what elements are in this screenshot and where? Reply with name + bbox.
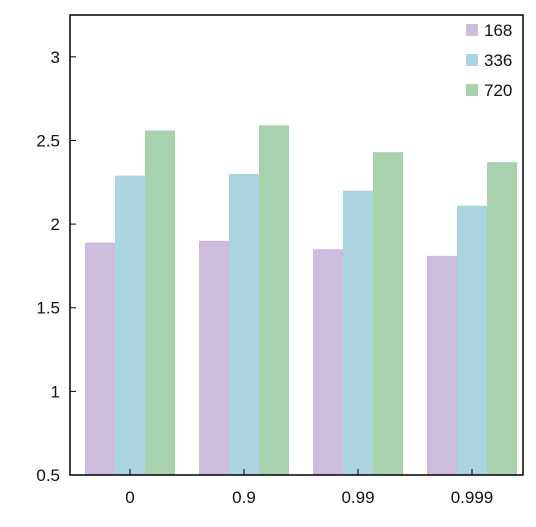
bar-168-0 xyxy=(85,242,115,475)
x-axis: 0 0.9 0.99 0.999 xyxy=(125,469,493,507)
legend-swatch-720 xyxy=(466,84,478,96)
legend-label-168: 168 xyxy=(484,21,512,40)
y-tick-label: 0.5 xyxy=(36,466,60,485)
bar-720-0.99 xyxy=(373,152,403,475)
plot-frame xyxy=(69,14,524,476)
y-tick-label: 1 xyxy=(51,382,60,401)
legend: 168 336 720 xyxy=(466,21,512,100)
bar-720-0 xyxy=(145,130,175,475)
bar-168-0.999 xyxy=(427,255,457,475)
bar-336-0 xyxy=(115,175,145,475)
legend-swatch-336 xyxy=(466,54,478,66)
y-tick-label: 2 xyxy=(51,215,60,234)
y-tick-label: 2.5 xyxy=(36,131,60,150)
bar-336-0.9 xyxy=(229,173,259,475)
legend-label-720: 720 xyxy=(484,81,512,100)
bar-336-0.999 xyxy=(457,205,487,475)
bars-layer xyxy=(85,125,517,476)
x-tick-label: 0.99 xyxy=(341,488,374,507)
x-tick-label: 0 xyxy=(125,488,134,507)
bar-720-0.999 xyxy=(487,162,517,475)
y-tick-label: 1.5 xyxy=(36,299,60,318)
bar-168-0.9 xyxy=(199,240,229,475)
bar-336-0.99 xyxy=(343,190,373,476)
x-tick-label: 0.9 xyxy=(232,488,256,507)
y-tick-label: 3 xyxy=(51,48,60,67)
x-tick-label: 0.999 xyxy=(451,488,494,507)
y-axis: 0.5 1 1.5 2 2.5 3 xyxy=(36,48,76,485)
bar-168-0.99 xyxy=(313,249,343,475)
legend-swatch-168 xyxy=(466,24,478,36)
bar-720-0.9 xyxy=(259,125,289,476)
legend-label-336: 336 xyxy=(484,51,512,70)
